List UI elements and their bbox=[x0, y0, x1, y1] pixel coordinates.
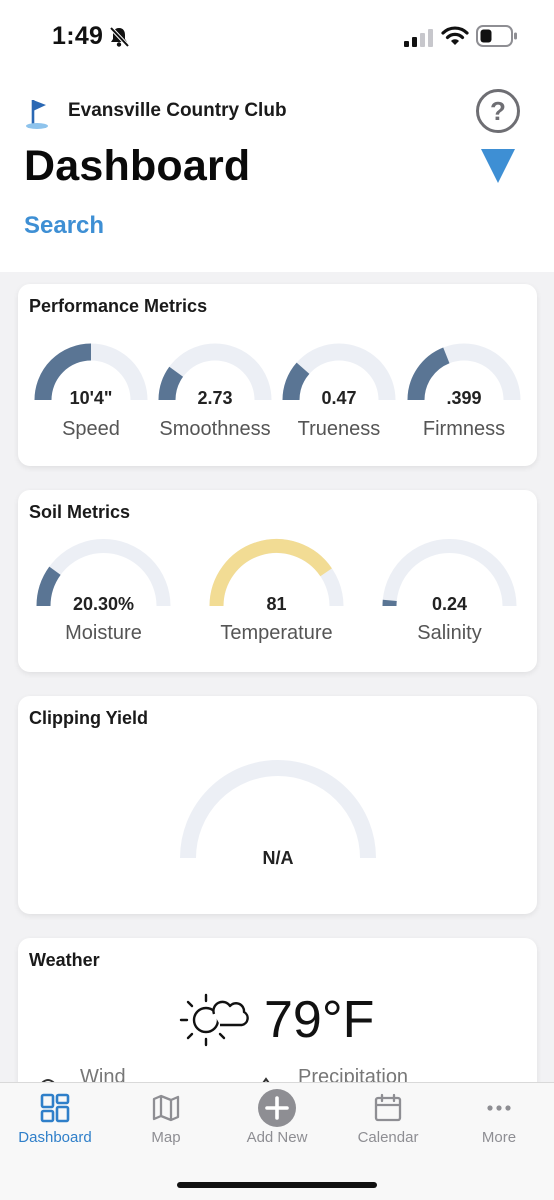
tab-map[interactable]: Map bbox=[111, 1093, 221, 1146]
gauge-fill bbox=[158, 366, 184, 401]
gauge-value: N/A bbox=[262, 848, 294, 868]
gauge-fill bbox=[209, 539, 332, 607]
gauge-label: Smoothness bbox=[159, 418, 271, 440]
filter-triangle-icon[interactable] bbox=[480, 148, 516, 184]
home-indicator bbox=[177, 1182, 377, 1188]
club-name: Evansville Country Club bbox=[68, 100, 287, 121]
tab-label: Map bbox=[151, 1129, 181, 1146]
more-dots-icon bbox=[487, 1105, 511, 1111]
bell-slash-icon bbox=[109, 26, 130, 48]
dashboard-grid-icon bbox=[40, 1093, 70, 1123]
gauge-label: Firmness bbox=[422, 418, 506, 440]
dashboard-header: Evansville Country Club ? Dashboard Sear… bbox=[0, 70, 554, 272]
gauge-fill bbox=[407, 347, 450, 401]
gauge-arc bbox=[407, 343, 521, 401]
gauge-arc bbox=[36, 539, 171, 607]
page-title: Dashboard bbox=[24, 142, 251, 190]
search-link[interactable]: Search bbox=[24, 212, 105, 239]
gauge-salinity[interactable]: 0.24 Salinity bbox=[377, 534, 522, 644]
partly-sunny-icon bbox=[179, 993, 249, 1047]
tab-calendar[interactable]: Calendar bbox=[333, 1093, 443, 1146]
gauge-temperature[interactable]: 81 Temperature bbox=[204, 534, 349, 644]
gauge-value: 0.24 bbox=[431, 594, 468, 614]
status-bar: 1:49 bbox=[0, 0, 554, 70]
gauge-arc bbox=[382, 539, 517, 607]
calendar-icon bbox=[374, 1093, 402, 1122]
gauge-arc bbox=[282, 343, 396, 401]
gauge-value: 0.47 bbox=[321, 388, 357, 408]
tab-add-new[interactable]: Add New bbox=[222, 1089, 332, 1146]
gauge-label: Salinity bbox=[417, 622, 482, 644]
tab-label: Add New bbox=[246, 1129, 308, 1146]
soil-metrics-card[interactable]: Soil Metrics 20.30% Moisture 81 Temperat… bbox=[18, 490, 537, 672]
gauge-track bbox=[382, 539, 517, 607]
gauge-fill bbox=[282, 362, 310, 401]
cellular-signal-icon bbox=[404, 29, 433, 47]
tab-dashboard[interactable]: Dashboard bbox=[0, 1093, 110, 1146]
gauge-speed[interactable]: 10'4" Speed bbox=[21, 342, 161, 440]
wifi-icon bbox=[441, 26, 469, 45]
clipping-yield-card[interactable]: Clipping Yield N/A bbox=[18, 696, 537, 914]
gauge-label: Temperature bbox=[220, 622, 333, 644]
gauge-moisture[interactable]: 20.30% Moisture bbox=[31, 534, 176, 644]
card-title: Weather bbox=[29, 950, 100, 970]
performance-metrics-card[interactable]: Performance Metrics 10'4" Speed 2.73 Smo… bbox=[18, 284, 537, 466]
gauge-track bbox=[180, 760, 376, 859]
tab-more[interactable]: More bbox=[444, 1093, 554, 1146]
gauge-fill bbox=[36, 566, 61, 607]
gauge-label: Moisture bbox=[65, 622, 142, 644]
tab-label: More bbox=[481, 1129, 517, 1146]
card-title: Clipping Yield bbox=[29, 708, 149, 728]
gauge-value: .399 bbox=[446, 388, 482, 408]
tab-label: Dashboard bbox=[18, 1129, 92, 1146]
card-title: Soil Metrics bbox=[29, 502, 131, 522]
gauge-fill bbox=[34, 343, 92, 401]
gauge-value: 10'4" bbox=[69, 388, 113, 408]
gauge-arc bbox=[209, 539, 344, 607]
gauge-arc bbox=[158, 343, 272, 401]
gauge-trueness[interactable]: 0.47 Trueness bbox=[269, 342, 409, 440]
weather-temperature: 79°F bbox=[264, 991, 375, 1049]
golf-flag-icon bbox=[26, 100, 48, 129]
gauge-smoothness[interactable]: 2.73 Smoothness bbox=[145, 342, 285, 440]
tab-label: Calendar bbox=[357, 1129, 419, 1146]
gauge-value: 20.30% bbox=[72, 594, 135, 614]
tab-bar: Dashboard Map Add New Calendar More bbox=[0, 1082, 554, 1200]
gauge-clipping-yield[interactable]: N/A bbox=[173, 754, 383, 868]
gauge-value: 2.73 bbox=[197, 388, 233, 408]
gauge-value: 81 bbox=[266, 594, 287, 614]
help-button[interactable]: ? bbox=[476, 89, 520, 133]
add-circle-icon bbox=[258, 1089, 296, 1127]
status-time: 1:49 bbox=[52, 22, 104, 50]
gauge-firmness[interactable]: .399 Firmness bbox=[394, 342, 534, 440]
gauge-label: Speed bbox=[62, 418, 120, 440]
gauge-label: Trueness bbox=[297, 418, 381, 440]
battery-icon bbox=[476, 25, 517, 47]
map-icon bbox=[152, 1094, 180, 1122]
gauge-arc bbox=[180, 760, 376, 859]
card-title: Performance Metrics bbox=[29, 296, 208, 316]
weather-card[interactable]: Weather 79°F Wind Precipitation bbox=[18, 938, 537, 1098]
gauge-arc bbox=[34, 343, 148, 401]
help-icon: ? bbox=[490, 96, 506, 126]
